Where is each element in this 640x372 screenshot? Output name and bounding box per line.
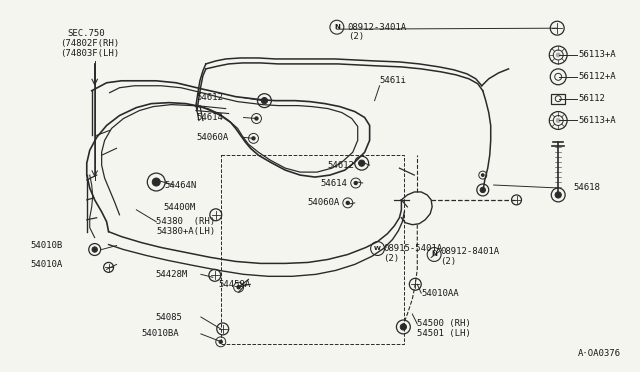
Circle shape	[556, 118, 561, 123]
Text: 54459A: 54459A	[219, 280, 251, 289]
Circle shape	[400, 324, 406, 330]
Text: 54380+A(LH): 54380+A(LH)	[156, 227, 215, 236]
Text: 54500 (RH): 54500 (RH)	[417, 320, 471, 328]
Circle shape	[555, 192, 561, 198]
Circle shape	[152, 178, 160, 186]
Text: (2): (2)	[348, 32, 364, 41]
Circle shape	[481, 174, 484, 176]
Text: 54614: 54614	[196, 113, 223, 122]
Text: 54085: 54085	[156, 312, 182, 321]
Text: 54380  (RH): 54380 (RH)	[156, 217, 215, 226]
Text: N: N	[334, 24, 340, 30]
Bar	[551, 94, 565, 104]
Text: 54428M: 54428M	[156, 270, 188, 279]
Circle shape	[556, 52, 561, 57]
Text: 54010AA: 54010AA	[421, 289, 459, 298]
Circle shape	[480, 187, 486, 193]
Text: 08915-5401A: 08915-5401A	[383, 244, 443, 253]
Circle shape	[92, 247, 97, 252]
Text: 54464N: 54464N	[164, 180, 196, 189]
Circle shape	[261, 97, 268, 104]
Text: 54400M: 54400M	[163, 203, 195, 212]
Text: 54060A: 54060A	[307, 198, 339, 207]
Text: SEC.750: SEC.750	[67, 29, 104, 38]
Circle shape	[220, 340, 222, 343]
Text: N: N	[431, 251, 437, 257]
Circle shape	[252, 137, 255, 140]
Text: 56113+A: 56113+A	[578, 116, 616, 125]
Text: 54010A: 54010A	[30, 260, 63, 269]
Circle shape	[237, 286, 240, 289]
Text: (2): (2)	[440, 257, 456, 266]
Text: 56113+A: 56113+A	[578, 51, 616, 60]
Text: 56112: 56112	[578, 94, 605, 103]
Text: 54010BA: 54010BA	[141, 329, 179, 339]
Text: 08912-3401A: 08912-3401A	[348, 23, 407, 32]
Circle shape	[355, 182, 357, 185]
Text: 54614: 54614	[320, 179, 347, 187]
Text: (74803F(LH): (74803F(LH)	[60, 49, 119, 58]
Circle shape	[358, 160, 365, 166]
Text: 5461i: 5461i	[380, 76, 406, 85]
Text: 54618: 54618	[573, 183, 600, 192]
Text: (2): (2)	[383, 254, 399, 263]
Text: W: W	[374, 246, 381, 251]
Text: 56112+A: 56112+A	[578, 72, 616, 81]
Circle shape	[255, 117, 258, 120]
Circle shape	[346, 201, 349, 204]
Text: A·OA0376: A·OA0376	[578, 349, 621, 358]
Text: 54612: 54612	[196, 93, 223, 102]
Text: 54501 (LH): 54501 (LH)	[417, 329, 471, 339]
Text: 54612: 54612	[327, 161, 354, 170]
Text: 08912-8401A: 08912-8401A	[440, 247, 499, 256]
Text: 54060A: 54060A	[196, 133, 228, 142]
Text: (74802F(RH): (74802F(RH)	[60, 39, 119, 48]
Text: 54010B: 54010B	[30, 241, 63, 250]
